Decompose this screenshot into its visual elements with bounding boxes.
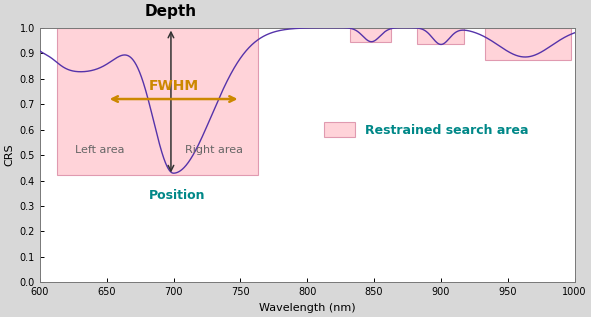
- Text: Right area: Right area: [185, 145, 243, 155]
- X-axis label: Wavelength (nm): Wavelength (nm): [259, 303, 356, 313]
- Y-axis label: CRS: CRS: [4, 144, 14, 166]
- Text: Depth: Depth: [145, 4, 197, 19]
- Bar: [57, 28, 258, 175]
- Bar: [417, 28, 464, 44]
- Bar: [350, 28, 391, 42]
- Text: Position: Position: [150, 190, 206, 203]
- Bar: [485, 28, 570, 60]
- Legend: Restrained search area: Restrained search area: [319, 117, 534, 142]
- Text: FWHM: FWHM: [148, 79, 199, 93]
- Text: Left area: Left area: [76, 145, 125, 155]
